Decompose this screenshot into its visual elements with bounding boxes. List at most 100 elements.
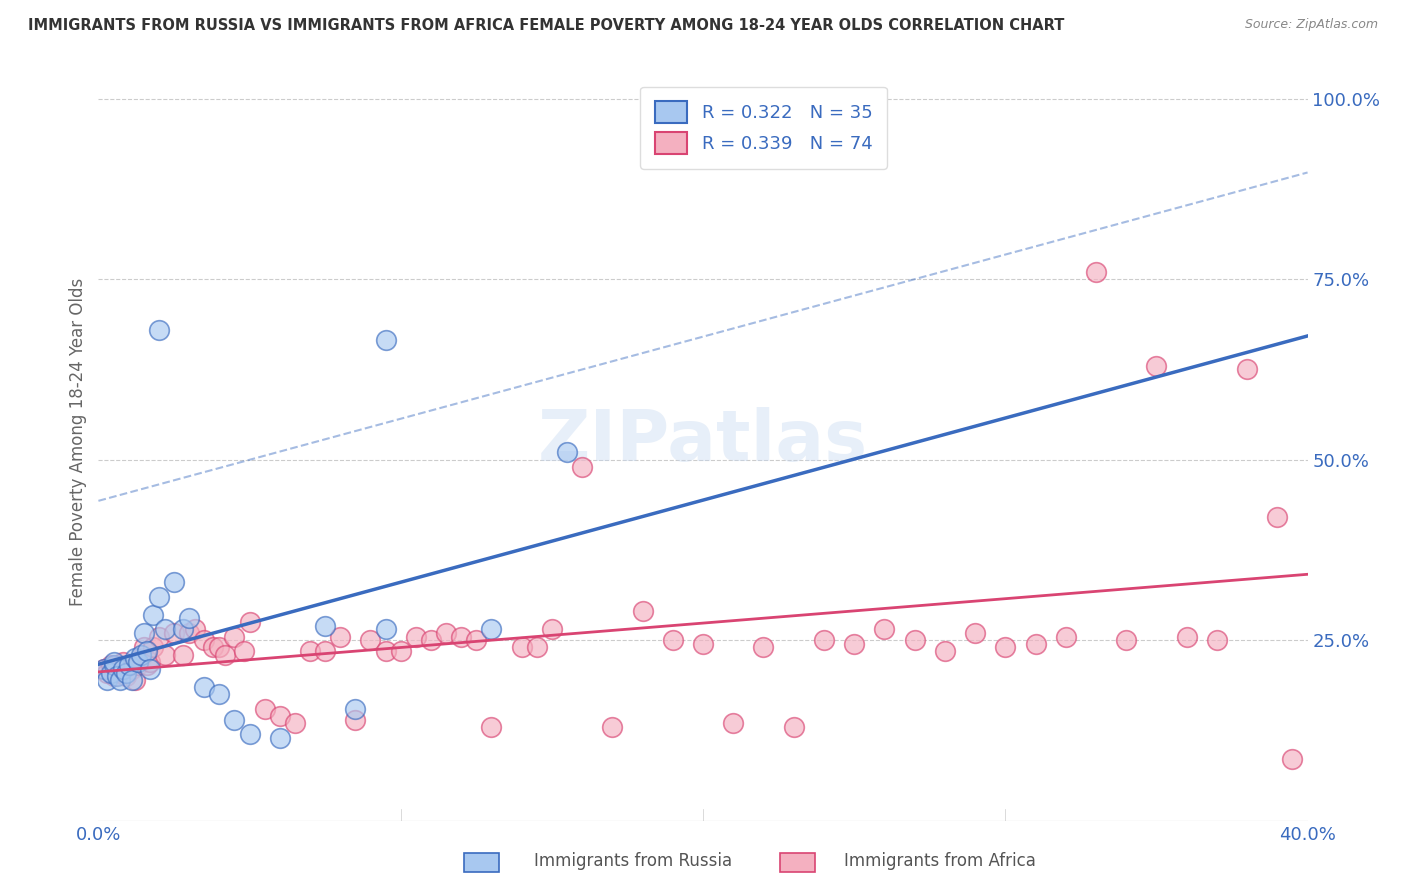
Point (314, 644, 336, 658)
Point (208, 640, 231, 655)
Point (723, 716, 745, 731)
Point (121, 673, 143, 687)
Point (526, 640, 548, 655)
Point (571, 459, 593, 474)
Text: ZIPatlas: ZIPatlas (538, 407, 868, 476)
Point (692, 637, 714, 651)
Point (153, 648, 176, 662)
Text: Immigrants from Russia: Immigrants from Russia (534, 852, 733, 870)
Point (184, 622, 207, 636)
Point (124, 651, 146, 665)
Point (284, 716, 307, 731)
Point (299, 644, 322, 658)
Point (1144, 359, 1167, 373)
Point (631, 604, 654, 618)
Point (132, 640, 155, 655)
Text: IMMIGRANTS FROM RUSSIA VS IMMIGRANTS FROM AFRICA FEMALE POVERTY AMONG 18-24 YEAR: IMMIGRANTS FROM RUSSIA VS IMMIGRANTS FRO… (28, 18, 1064, 33)
Point (224, 630, 246, 644)
Point (783, 720, 806, 734)
Point (118, 658, 141, 673)
Point (118, 658, 141, 673)
Point (103, 669, 125, 683)
Point (752, 640, 775, 655)
Point (121, 662, 143, 676)
Point (360, 633, 382, 648)
Point (111, 662, 134, 676)
Point (163, 626, 186, 640)
Point (193, 633, 215, 648)
Point (103, 655, 125, 669)
Point (344, 702, 367, 716)
Point (510, 640, 533, 655)
Point (344, 713, 367, 727)
Point (965, 626, 987, 640)
Point (139, 655, 162, 669)
Point (142, 640, 165, 655)
Point (994, 640, 1017, 655)
Point (96, 673, 118, 687)
Point (844, 637, 866, 651)
Point (111, 655, 134, 669)
Point (127, 658, 149, 673)
Text: Immigrants from Africa: Immigrants from Africa (844, 852, 1035, 870)
Point (1085, 265, 1108, 279)
Point (93, 662, 115, 676)
Point (420, 633, 443, 648)
Point (602, 720, 624, 734)
Point (100, 665, 122, 680)
Point (555, 445, 578, 459)
Point (105, 658, 128, 673)
Point (1054, 630, 1077, 644)
Point (1175, 630, 1198, 644)
Point (329, 630, 352, 644)
Text: Source: ZipAtlas.com: Source: ZipAtlas.com (1244, 18, 1378, 31)
Point (239, 727, 262, 741)
Point (1206, 633, 1229, 648)
Point (1281, 752, 1303, 766)
Point (114, 669, 136, 683)
Point (934, 644, 956, 658)
Point (540, 622, 562, 636)
Point (127, 655, 149, 669)
Point (93, 662, 115, 676)
Point (105, 669, 128, 683)
Point (465, 633, 488, 648)
Point (813, 633, 835, 648)
Point (374, 334, 396, 348)
Point (232, 644, 254, 658)
Point (142, 607, 165, 622)
Point (172, 648, 194, 662)
Legend: R = 0.322   N = 35, R = 0.339   N = 74: R = 0.322 N = 35, R = 0.339 N = 74 (640, 87, 887, 169)
Point (193, 680, 215, 694)
Point (108, 673, 131, 687)
Point (269, 731, 291, 745)
Point (253, 702, 276, 716)
Point (1236, 362, 1258, 376)
Point (481, 720, 503, 734)
Point (179, 626, 201, 640)
Point (172, 622, 194, 636)
Point (1267, 510, 1289, 524)
Point (1024, 637, 1046, 651)
Point (374, 644, 396, 658)
Point (129, 651, 152, 665)
Point (481, 622, 503, 636)
Point (148, 323, 170, 337)
Point (108, 665, 131, 680)
Point (1115, 633, 1137, 648)
Point (163, 575, 186, 590)
Point (179, 611, 201, 625)
Point (135, 658, 157, 673)
Point (224, 713, 246, 727)
Point (208, 687, 231, 701)
Point (132, 626, 155, 640)
Point (135, 644, 157, 658)
Point (873, 622, 896, 636)
Point (129, 648, 152, 662)
Point (148, 590, 170, 604)
Point (904, 633, 927, 648)
Point (214, 648, 236, 662)
Point (114, 665, 136, 680)
Point (96, 665, 118, 680)
Point (148, 630, 170, 644)
